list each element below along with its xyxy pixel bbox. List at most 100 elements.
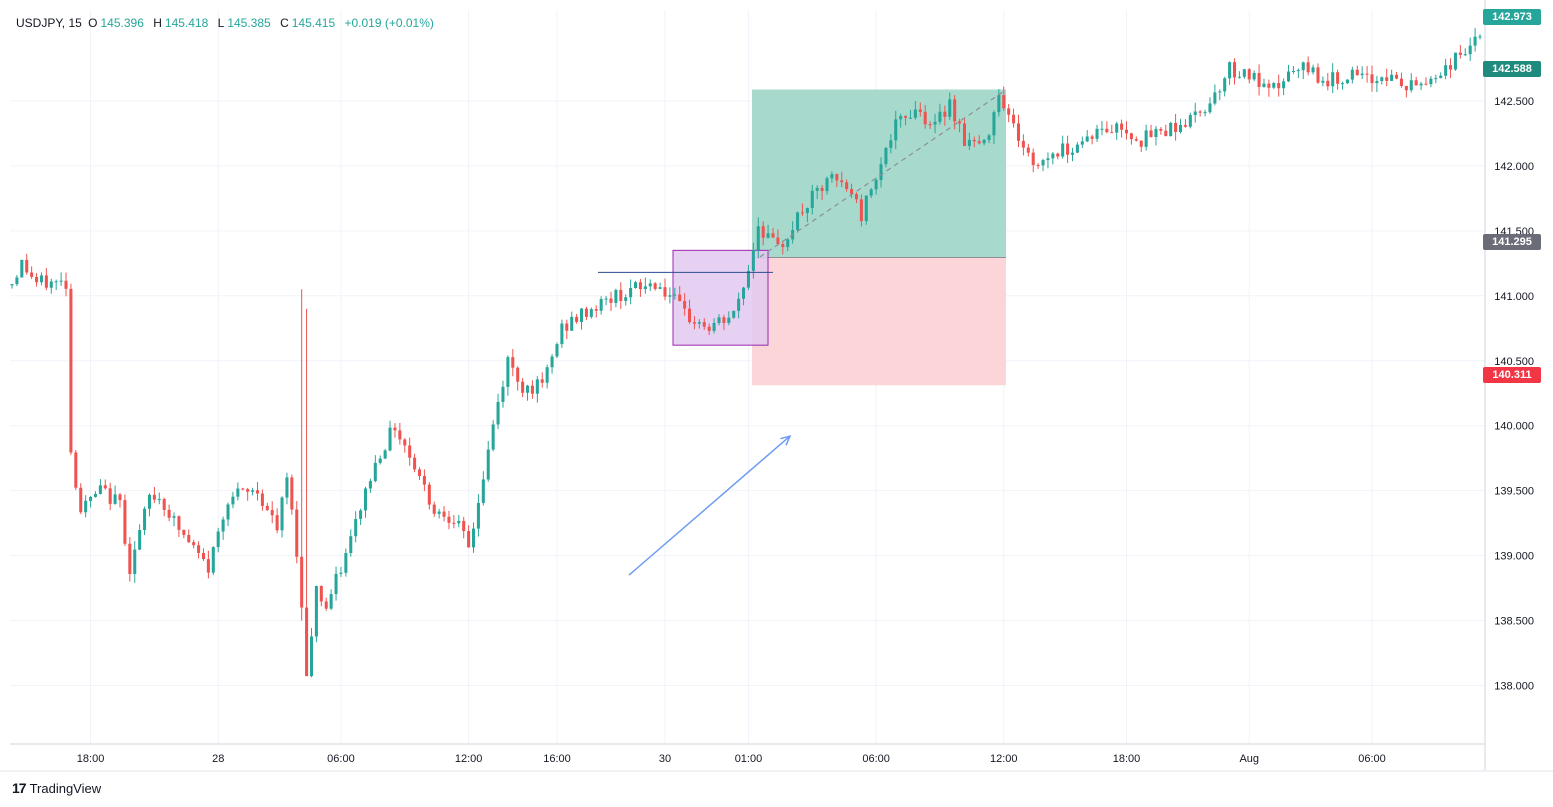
candle-body bbox=[948, 99, 952, 117]
candle-body bbox=[1174, 122, 1178, 132]
candle-body bbox=[938, 111, 942, 122]
candle-body bbox=[1370, 74, 1374, 84]
candle-body bbox=[138, 530, 142, 550]
candle-body bbox=[899, 116, 903, 120]
candle-body bbox=[1267, 83, 1271, 88]
candle-body bbox=[1478, 36, 1482, 38]
candle-body bbox=[1178, 125, 1183, 132]
candle-body bbox=[1404, 85, 1408, 91]
candle-body bbox=[128, 543, 132, 574]
candle-body bbox=[491, 424, 495, 450]
candle-body bbox=[732, 310, 736, 318]
trend-arrow-head bbox=[780, 434, 792, 446]
candle-body bbox=[766, 233, 770, 238]
candle-body bbox=[437, 511, 441, 514]
candle-body bbox=[859, 199, 863, 222]
candle-body bbox=[658, 287, 662, 289]
candle-body bbox=[1463, 54, 1467, 56]
candle-body bbox=[246, 489, 250, 492]
candle-body bbox=[584, 308, 588, 317]
candle-body bbox=[933, 121, 937, 125]
candle-body bbox=[79, 487, 83, 513]
candle-body bbox=[1159, 128, 1163, 131]
candle-body bbox=[987, 135, 991, 140]
candle-body bbox=[570, 316, 574, 331]
candle-body bbox=[1134, 139, 1138, 141]
candle-body bbox=[378, 458, 382, 463]
candle-body bbox=[746, 270, 750, 288]
candle-body bbox=[275, 515, 279, 531]
candle-body bbox=[241, 488, 245, 490]
candle-body bbox=[1232, 62, 1237, 78]
candle-body bbox=[35, 276, 39, 283]
candle-body bbox=[25, 259, 29, 273]
candle-body bbox=[771, 233, 775, 238]
candle-body bbox=[530, 385, 534, 394]
x-tick-label: 12:00 bbox=[990, 753, 1018, 765]
candle-body bbox=[408, 445, 412, 458]
candle-body bbox=[123, 500, 127, 544]
y-tick-label: 142.000 bbox=[1494, 161, 1534, 173]
candle-body bbox=[1080, 141, 1084, 145]
candle-body bbox=[1188, 115, 1192, 127]
candle-body bbox=[1144, 130, 1148, 147]
candle-body bbox=[1336, 72, 1340, 84]
candle-body bbox=[1120, 123, 1124, 130]
candle-body bbox=[260, 493, 264, 506]
candle-body bbox=[972, 139, 976, 142]
candle-body bbox=[388, 427, 392, 451]
candle-body bbox=[1458, 52, 1462, 55]
candle-body bbox=[324, 601, 328, 609]
legend-high: 145.418 bbox=[164, 16, 209, 30]
candle-body bbox=[236, 488, 240, 497]
candle-body bbox=[619, 289, 623, 301]
candle-body bbox=[1090, 136, 1094, 139]
candle-body bbox=[702, 322, 706, 327]
candle-body bbox=[1350, 69, 1354, 80]
candle-body bbox=[1031, 152, 1035, 166]
candle-body bbox=[928, 124, 932, 126]
candle-body bbox=[226, 504, 230, 520]
candle-body bbox=[805, 207, 809, 213]
candle-body bbox=[796, 212, 800, 231]
candle-body bbox=[334, 573, 338, 595]
x-tick-label: 30 bbox=[659, 753, 671, 765]
candle-body bbox=[908, 117, 912, 119]
candle-body bbox=[683, 301, 687, 309]
candle-body bbox=[1291, 71, 1295, 73]
candle-body bbox=[1468, 45, 1472, 55]
candle-body bbox=[1296, 70, 1300, 72]
candle-body bbox=[1002, 95, 1006, 109]
candle-body bbox=[157, 498, 161, 500]
legend-open-key: O bbox=[88, 16, 98, 30]
candle-body bbox=[20, 259, 24, 278]
candle-body bbox=[599, 299, 603, 311]
candle-body bbox=[545, 367, 549, 383]
candle-body bbox=[1021, 140, 1025, 148]
candle-body bbox=[1277, 82, 1281, 89]
candle-body bbox=[786, 239, 790, 248]
x-tick-label: 28 bbox=[212, 753, 224, 765]
candle-body bbox=[1203, 112, 1207, 114]
candle-body bbox=[761, 226, 765, 238]
candle-body bbox=[653, 283, 657, 289]
y-tick-label: 139.500 bbox=[1494, 486, 1534, 498]
candle-body bbox=[413, 457, 417, 470]
candle-body bbox=[216, 531, 220, 548]
candle-body bbox=[1237, 76, 1241, 78]
candle-body bbox=[15, 277, 19, 285]
candle-body bbox=[501, 386, 505, 402]
stop-loss-tag: 140.311 bbox=[1483, 367, 1541, 383]
candle-body bbox=[815, 187, 819, 191]
candle-body bbox=[1439, 75, 1443, 79]
x-tick-label: 18:00 bbox=[77, 753, 105, 765]
candle-body bbox=[1360, 73, 1364, 76]
candle-body bbox=[850, 188, 854, 195]
candle-body bbox=[89, 496, 93, 501]
candle-body bbox=[1041, 160, 1045, 166]
candle-body bbox=[614, 289, 618, 303]
candle-body bbox=[398, 430, 402, 440]
tradingview-brand[interactable]: 17 TradingView bbox=[12, 780, 101, 796]
candle-body bbox=[133, 549, 137, 574]
